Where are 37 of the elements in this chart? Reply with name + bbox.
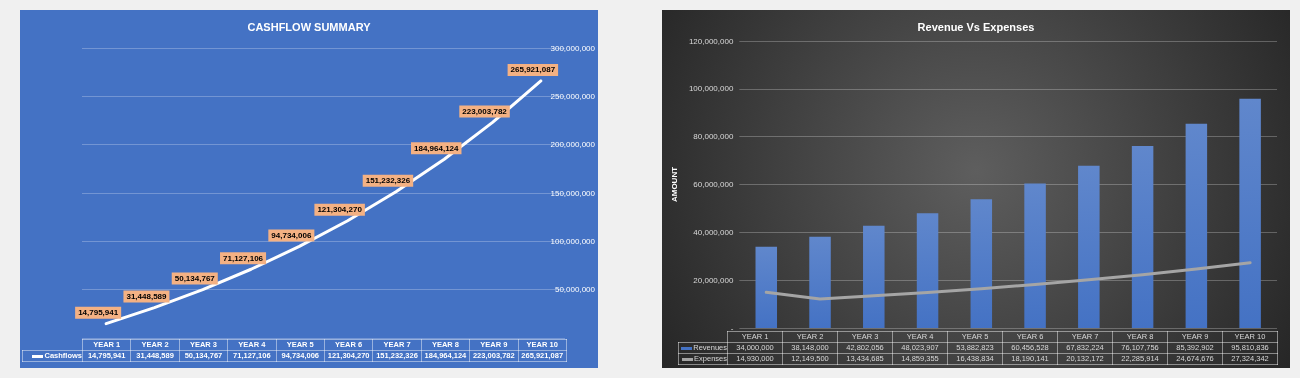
y-tick-label: 50,000,000 xyxy=(554,285,596,295)
bar xyxy=(1239,98,1261,328)
y-tick-label: 100,000,000 xyxy=(550,236,596,246)
y-tick-label: 60,000,000 xyxy=(693,180,734,189)
y-tick-label: 200,000,000 xyxy=(550,140,596,150)
y-tick-label: 150,000,000 xyxy=(550,188,596,198)
text: 71,127,106 xyxy=(223,253,264,263)
y-tick-label: 100,000,000 xyxy=(688,84,734,94)
text: 50,134,767 xyxy=(174,274,215,284)
y-tick-label: 80,000,000 xyxy=(693,132,734,142)
y-tick-label: 40,000,000 xyxy=(693,227,734,237)
bar xyxy=(916,213,939,328)
bar xyxy=(1078,165,1100,328)
line-series xyxy=(764,261,1252,301)
bar xyxy=(809,236,831,328)
bar xyxy=(755,246,778,328)
text: 223,003,782 xyxy=(462,106,507,116)
y-tick-label: 250,000,000 xyxy=(550,91,596,101)
text: 14,795,941 xyxy=(78,308,119,318)
text: 31,448,589 xyxy=(126,292,167,302)
y-tick-label: 300,000,000 xyxy=(550,43,596,53)
bar xyxy=(1024,183,1046,328)
y-tick-label: - xyxy=(730,323,734,333)
text: 121,304,270 xyxy=(317,205,362,215)
text: 184,964,124 xyxy=(414,143,459,153)
bar xyxy=(863,225,885,328)
y-tick-label: 20,000,000 xyxy=(693,275,734,285)
text: 265,921,087 xyxy=(510,65,556,75)
text: 151,232,326 xyxy=(365,176,411,186)
chart-title: Revenue Vs Expenses xyxy=(917,20,1035,33)
bar xyxy=(970,199,993,328)
bar xyxy=(1131,145,1154,328)
y-tick-label: 120,000,000 xyxy=(688,36,734,46)
chart-title: CASHFLOW SUMMARY xyxy=(247,20,372,33)
bar xyxy=(1185,123,1208,328)
text: 94,734,006 xyxy=(271,230,312,240)
y-axis-title: AMOUNT xyxy=(669,166,679,203)
